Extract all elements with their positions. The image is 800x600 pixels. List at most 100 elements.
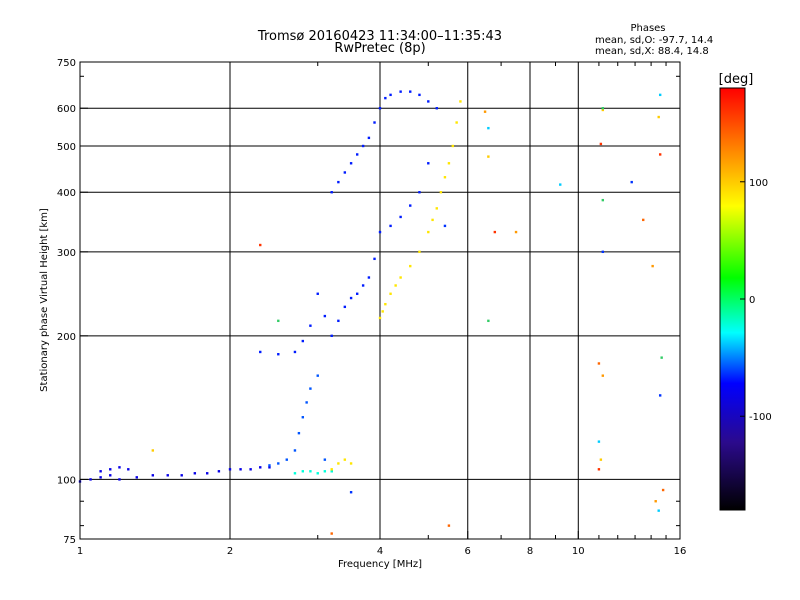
data-point: [349, 296, 353, 300]
data-point: [118, 478, 121, 481]
data-point: [599, 458, 603, 461]
data-point: [418, 93, 421, 97]
data-point: [487, 319, 490, 323]
x-tick-label: 6: [465, 546, 471, 557]
colorbar-tick-label: 100: [749, 178, 768, 189]
data-point: [661, 488, 665, 492]
data-point: [389, 224, 392, 228]
x-axis-ticks: 1 2 4 6 8 10 16: [77, 62, 687, 557]
data-series: [78, 90, 665, 535]
data-point: [301, 416, 305, 419]
data-point: [435, 107, 438, 110]
data-point: [443, 224, 447, 228]
y-tick-label: 600: [57, 104, 76, 115]
series-e-layer-upper: [99, 466, 130, 473]
data-point: [109, 474, 112, 477]
data-point: [343, 458, 347, 461]
data-point: [239, 468, 242, 471]
data-point: [597, 440, 601, 443]
y-axis-ticks: 75 100 200 300 400 500 600 750: [57, 58, 680, 546]
data-point: [293, 472, 297, 475]
data-point: [657, 115, 660, 119]
data-point: [99, 470, 102, 473]
data-point: [601, 250, 605, 254]
data-point: [259, 350, 262, 354]
data-point: [349, 462, 353, 465]
data-point: [316, 292, 319, 295]
y-tick-label: 100: [57, 475, 76, 486]
series-e-x-mode: [330, 458, 353, 471]
data-point: [378, 230, 382, 234]
data-point: [349, 491, 353, 494]
series-es-cusp: [268, 374, 333, 473]
data-point: [323, 470, 327, 473]
data-point: [381, 310, 384, 313]
data-point: [447, 162, 451, 165]
data-point: [323, 314, 327, 318]
data-point: [373, 121, 376, 124]
data-point: [431, 218, 434, 222]
data-point: [384, 302, 387, 306]
chart-subtitle: RwPretec (8p): [334, 41, 425, 56]
data-point: [89, 478, 92, 481]
data-point: [361, 284, 365, 287]
data-point: [259, 243, 262, 247]
x-tick-label: 8: [527, 546, 533, 557]
data-point: [259, 466, 262, 469]
data-point: [399, 90, 402, 93]
data-point: [99, 476, 102, 479]
data-point: [435, 207, 438, 210]
data-point: [323, 458, 327, 461]
data-point: [309, 387, 312, 390]
data-point: [297, 431, 301, 435]
data-point: [343, 171, 347, 174]
data-point: [337, 462, 340, 465]
y-tick-label: 750: [57, 58, 76, 69]
data-point: [330, 470, 333, 473]
colorbar-tick-label: 0: [749, 295, 755, 306]
data-point: [447, 524, 451, 527]
data-point: [367, 136, 371, 140]
stats-line-o: mean, sd,O: -97.7, 14.4: [595, 35, 713, 46]
data-point: [487, 155, 490, 158]
data-point: [180, 474, 183, 477]
data-point: [316, 472, 319, 475]
data-point: [654, 500, 657, 503]
y-tick-label: 75: [63, 535, 76, 546]
y-axis-label: Stationary phase Virtual Height [km]: [39, 208, 50, 392]
data-point: [427, 162, 430, 165]
gridlines: [80, 62, 680, 539]
data-point: [349, 162, 353, 165]
data-point: [205, 472, 209, 475]
data-point: [597, 468, 601, 471]
data-point: [451, 144, 455, 148]
data-point: [409, 90, 412, 93]
x-tick-label: 1: [77, 546, 83, 557]
data-point: [330, 334, 333, 338]
data-point: [642, 218, 645, 222]
x-tick-label: 16: [674, 546, 687, 557]
data-point: [330, 532, 333, 535]
data-point: [601, 374, 605, 377]
data-point: [217, 470, 221, 473]
data-point: [658, 93, 662, 97]
data-point: [293, 350, 297, 354]
x-tick-label: 2: [227, 546, 233, 557]
data-point: [601, 198, 605, 202]
data-point: [394, 284, 397, 287]
data-point: [389, 292, 392, 295]
stats-title: Phases: [630, 23, 665, 34]
data-point: [384, 96, 387, 100]
data-point: [443, 176, 447, 179]
data-point: [193, 472, 197, 475]
y-tick-label: 200: [57, 332, 76, 343]
data-point: [268, 466, 271, 469]
data-point: [277, 462, 280, 465]
data-point: [355, 292, 359, 295]
data-point: [658, 153, 662, 156]
data-point: [285, 458, 288, 461]
data-point: [118, 466, 121, 469]
x-tick-label: 10: [572, 546, 585, 557]
data-point: [389, 93, 392, 97]
